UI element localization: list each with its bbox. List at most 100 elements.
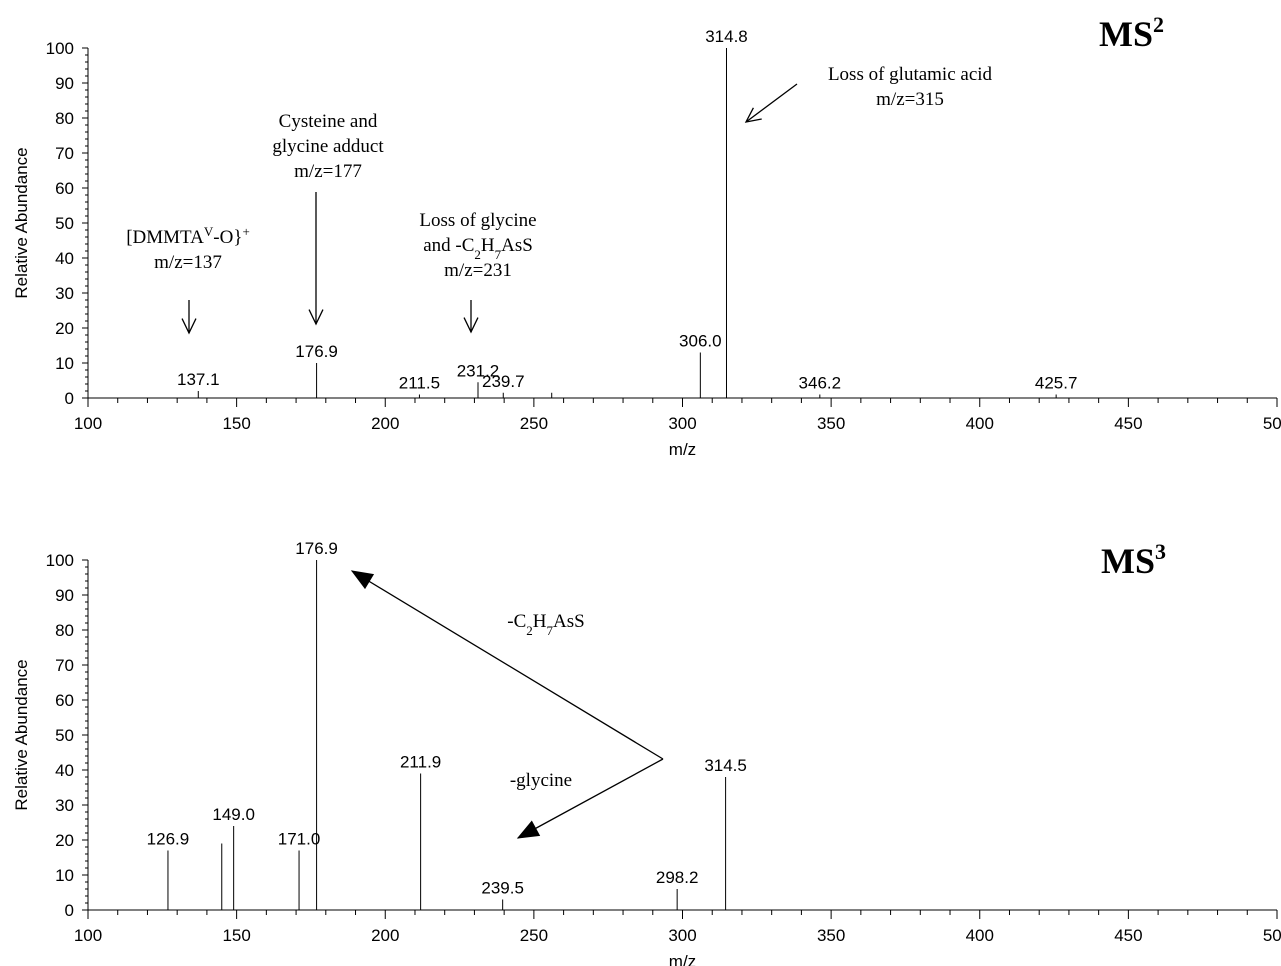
annotation-text-part: m/z=315 — [876, 89, 944, 110]
annotation-text: [DMMTAV-O}+ — [126, 224, 250, 249]
panel-title-main: MS — [1101, 541, 1155, 581]
y-tick-label: 30 — [55, 284, 74, 303]
x-tick-label: 400 — [966, 414, 994, 433]
x-tick-label: 300 — [668, 926, 696, 945]
x-tick-label: 250 — [520, 414, 548, 433]
annotation-text-part: 2 — [474, 247, 481, 262]
annotation-text: m/z=137 — [154, 252, 222, 273]
y-tick-label: 50 — [55, 726, 74, 745]
panel-title-main: MS — [1099, 14, 1153, 54]
y-tick-label: 10 — [55, 866, 74, 885]
peak-label: 239.7 — [482, 372, 525, 391]
peak-label: 231.2 — [457, 361, 500, 380]
x-tick-label: 350 — [817, 926, 845, 945]
peak-label: 306.0 — [679, 332, 722, 351]
y-tick-label: 60 — [55, 179, 74, 198]
annotation-arrow — [517, 758, 664, 839]
x-tick-label: 450 — [1114, 926, 1142, 945]
annotation-text-part: -glycine — [510, 770, 572, 791]
x-tick-label: 250 — [520, 926, 548, 945]
x-tick-label: 100 — [74, 414, 102, 433]
x-tick-label: 350 — [817, 414, 845, 433]
y-tick-label: 40 — [55, 761, 74, 780]
x-tick-label: 500 — [1263, 926, 1281, 945]
annotation-text-part: Loss of glutamic acid — [828, 64, 993, 85]
y-tick-label: 50 — [55, 214, 74, 233]
annotation-arrow-head — [181, 318, 197, 335]
annotation-text-part: + — [242, 224, 249, 239]
annotation-text: m/z=177 — [294, 161, 362, 182]
annotation-text: Cysteine and — [279, 111, 378, 132]
annotation-text: m/z=231 — [444, 260, 512, 281]
y-tick-label: 70 — [55, 656, 74, 675]
annotation-text: -C2H7AsS — [507, 611, 584, 638]
x-tick-label: 150 — [222, 414, 250, 433]
y-axis-label: Relative Abundance — [12, 147, 31, 298]
y-tick-label: 30 — [55, 796, 74, 815]
annotation-text-part: m/z=177 — [294, 161, 362, 182]
peak-label: 425.7 — [1035, 374, 1078, 393]
y-tick-label: 100 — [46, 551, 74, 570]
x-tick-label: 100 — [74, 926, 102, 945]
peak-label: 211.9 — [400, 753, 441, 772]
y-tick-label: 10 — [55, 354, 74, 373]
x-axis-label: m/z — [669, 952, 696, 966]
annotation-arrow — [351, 570, 664, 760]
peak-label: 211.5 — [399, 374, 440, 393]
peak-label: 149.0 — [212, 805, 255, 824]
peak-label: 314.5 — [704, 756, 747, 775]
ms2-spectrum-panel: 0 10 20 30 40 50 60 70 80 90 100 100 150 200 250 300 350… — [12, 12, 1281, 459]
annotation-text: Loss of glycine — [419, 210, 536, 231]
y-tick-label: 70 — [55, 144, 74, 163]
peak-label: 137.1 — [177, 370, 220, 389]
annotation-text-part: 2 — [526, 623, 533, 638]
annotation-text-part: m/z=231 — [444, 260, 512, 281]
y-axis-label: Relative Abundance — [12, 659, 31, 810]
annotation-text-part: AsS — [501, 235, 533, 256]
y-tick-label: 60 — [55, 691, 74, 710]
annotation-text-part: m/z=137 — [154, 252, 222, 273]
x-tick-label: 450 — [1114, 414, 1142, 433]
x-tick-label: 500 — [1263, 414, 1281, 433]
peak-label: 298.2 — [656, 868, 699, 887]
annotation-arrow-head — [516, 820, 541, 839]
peak-label: 176.9 — [295, 342, 338, 361]
annotation-text-part: glycine adduct — [272, 136, 384, 157]
annotation-arrow-head — [308, 309, 324, 326]
annotation-text-part: V — [204, 224, 214, 239]
y-tick-label: 90 — [55, 74, 74, 93]
panel-title: MS3 — [1101, 539, 1166, 581]
annotation-text-part: Loss of glycine — [419, 210, 536, 231]
annotation-text-part: H — [481, 235, 495, 256]
y-tick-label: 0 — [65, 901, 74, 920]
annotation-text-part: -O} — [213, 227, 242, 248]
annotation-arrow-head — [744, 107, 762, 123]
annotation-text: glycine adduct — [272, 136, 384, 157]
peak-label: 126.9 — [147, 830, 190, 849]
y-tick-label: 80 — [55, 109, 74, 128]
annotation-text-part: 7 — [495, 247, 502, 262]
annotation-text: Loss of glutamic acid — [828, 64, 993, 85]
y-tick-label: 20 — [55, 831, 74, 850]
peak-label: 239.5 — [481, 879, 524, 898]
y-tick-label: 20 — [55, 319, 74, 338]
panel-title: MS2 — [1099, 12, 1164, 54]
annotation-text-part: -C — [507, 611, 526, 632]
annotation-text-part: AsS — [553, 611, 585, 632]
annotation-arrow — [745, 83, 798, 123]
annotation-text-part: [DMMTA — [126, 227, 204, 248]
y-tick-label: 80 — [55, 621, 74, 640]
y-tick-label: 0 — [65, 389, 74, 408]
annotation-text-part: and -C — [423, 235, 474, 256]
annotation-text-part: H — [533, 611, 547, 632]
annotation-text: and -C2H7AsS — [423, 235, 533, 262]
x-tick-label: 400 — [966, 926, 994, 945]
peak-label: 346.2 — [799, 374, 842, 393]
x-axis-label: m/z — [669, 440, 696, 459]
panel-title-sup: 3 — [1155, 539, 1166, 564]
y-tick-label: 90 — [55, 586, 74, 605]
x-tick-label: 150 — [222, 926, 250, 945]
annotation-text: m/z=315 — [876, 89, 944, 110]
